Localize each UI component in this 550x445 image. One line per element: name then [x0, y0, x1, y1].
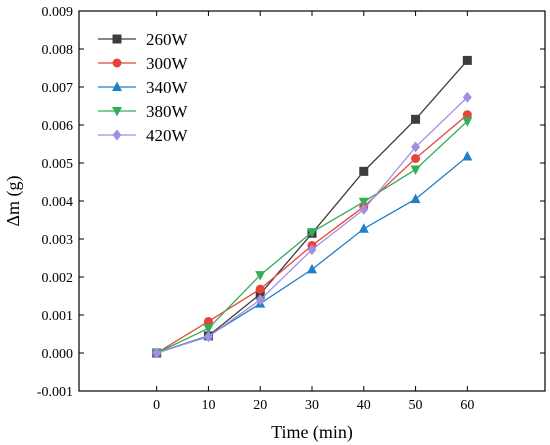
- legend-marker: [112, 129, 122, 141]
- series-380W: [151, 117, 473, 359]
- data-point: [203, 331, 213, 343]
- data-point: [462, 110, 472, 120]
- x-tick-label: 10: [201, 398, 215, 413]
- data-point: [462, 117, 473, 127]
- legend-label: 420W: [146, 126, 189, 145]
- data-point: [307, 228, 317, 238]
- x-tick-label: 50: [409, 398, 423, 413]
- legend-marker: [112, 81, 122, 91]
- data-point: [255, 284, 265, 294]
- x-tick-label: 40: [357, 398, 371, 413]
- y-tick-label: 0.006: [42, 119, 74, 134]
- data-point: [359, 203, 369, 215]
- data-point: [411, 141, 421, 153]
- data-point: [152, 347, 162, 359]
- data-point: [203, 324, 214, 334]
- y-tick-label: 0.001: [42, 309, 74, 324]
- data-point: [410, 193, 421, 204]
- series-420W: [152, 91, 472, 359]
- series-line: [156, 96, 468, 354]
- y-tick-label: 0.000: [42, 347, 74, 362]
- legend-marker: [112, 34, 122, 44]
- data-point: [410, 165, 421, 175]
- legend-label: 260W: [146, 30, 189, 49]
- data-point: [462, 55, 472, 65]
- data-point: [462, 151, 473, 161]
- y-tick-label: 0.005: [42, 157, 74, 172]
- legend-label: 300W: [146, 54, 189, 73]
- x-axis-title: Time (min): [271, 422, 353, 443]
- legend: 260W 300W 340W 380W 420W: [98, 30, 189, 145]
- legend-marker: [112, 107, 122, 117]
- legend-label: 380W: [146, 102, 189, 121]
- plot-area: 0 10 20 30 40 50 60 -0.001 0.000 0.001 0.002 0.003 0…: [3, 5, 546, 443]
- data-point: [203, 316, 213, 326]
- y-tick-label: 0.007: [42, 81, 74, 96]
- y-tick-label: 0.002: [42, 271, 74, 286]
- x-tick-label: 30: [305, 398, 319, 413]
- legend-marker: [112, 58, 122, 68]
- data-point: [358, 223, 369, 233]
- data-point: [411, 114, 421, 124]
- data-point: [255, 271, 266, 281]
- data-point: [307, 263, 317, 274]
- data-point: [462, 91, 472, 103]
- y-tick-label: 0.008: [42, 43, 74, 58]
- x-tick-label: 0: [153, 398, 160, 413]
- data-point: [307, 244, 317, 256]
- y-axis-title: Δm (g): [3, 175, 24, 226]
- legend-label: 340W: [146, 78, 189, 97]
- data-point: [255, 289, 265, 299]
- data-point: [255, 294, 265, 306]
- x-tick-label: 60: [460, 398, 474, 413]
- series-260W: [152, 55, 472, 358]
- series-line: [156, 59, 468, 354]
- data-point: [359, 166, 369, 176]
- data-point: [411, 153, 421, 163]
- y-tick-label: 0.003: [42, 233, 74, 248]
- y-tick-label: 0.009: [42, 5, 74, 20]
- y-tick-label: 0.004: [42, 195, 74, 210]
- y-tick-label: -0.001: [37, 385, 73, 400]
- x-tick-label: 20: [253, 398, 267, 413]
- data-point: [358, 197, 369, 208]
